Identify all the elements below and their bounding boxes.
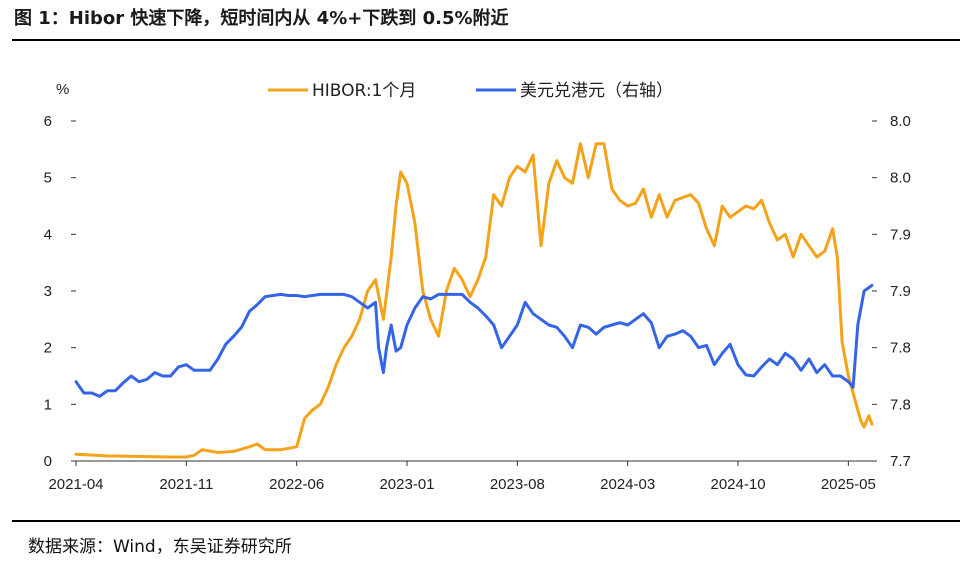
y-right-tick-label: 8.0: [890, 113, 911, 130]
x-tick-label: 2022-06: [269, 476, 324, 493]
chart-area: 0 1 2 3 4 5 6% 7.7 7.8 7.8 7.9 7.9 8.0 8.0 2021-04 2021…: [44, 81, 911, 493]
x-tick-label: 2023-08: [490, 476, 545, 493]
x-tick-label: 2025-05: [821, 476, 876, 493]
legend-hibor-label: HIBOR:1个月: [312, 81, 416, 101]
usdhkd-series-line: [74, 283, 874, 398]
x-tick-label: 2024-03: [600, 476, 655, 493]
y-left-tick-label: 2: [44, 340, 52, 357]
x-tick-label: 2023-01: [379, 476, 434, 493]
x-tick-label: 2024-10: [710, 476, 765, 493]
y-right-tick-label: 7.7: [890, 453, 911, 470]
legend-usdhkd-label: 美元兑港元（右轴）: [520, 81, 673, 101]
y-left-tick-label: 1: [44, 396, 52, 413]
y-left-tick-label: 4: [44, 226, 52, 243]
y-right-tick-label: 7.9: [890, 283, 911, 300]
y-right-tick-label: 7.8: [890, 340, 911, 357]
title-rule: [12, 39, 960, 41]
source-rule: [12, 520, 960, 522]
y-left-unit-label: %: [56, 81, 69, 98]
chart-title: 图 1：Hibor 快速下降，短时间内从 4%+下跌到 0.5%附近: [14, 8, 509, 29]
y-right-tick-label: 8.0: [890, 170, 911, 187]
y-left-tick-label: 3: [44, 283, 52, 300]
source-note: 数据来源：Wind，东吴证券研究所: [28, 537, 292, 557]
y-right-tick-label: 7.8: [890, 396, 911, 413]
x-tick-label: 2021-11: [159, 476, 213, 493]
y-left-tick-label: 0: [44, 453, 52, 470]
y-left-tick-label: 6: [44, 113, 52, 130]
x-tick-label: 2021-04: [48, 476, 103, 493]
y-right-tick-label: 7.9: [890, 226, 911, 243]
hibor-series-line: [74, 142, 874, 459]
y-left-tick-label: 5: [44, 170, 52, 187]
